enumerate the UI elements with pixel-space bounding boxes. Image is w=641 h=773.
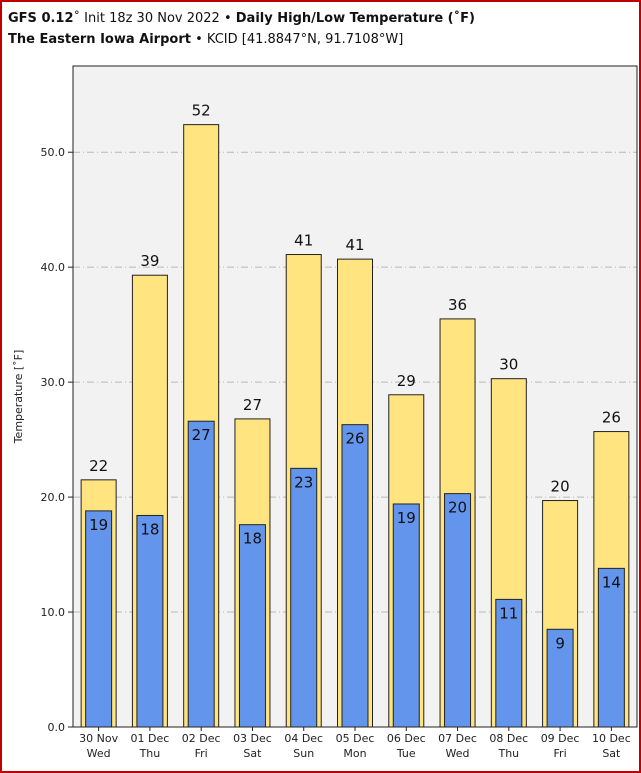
x-tick-label-date: 01 Dec [131, 732, 170, 745]
low-temp-label: 18 [243, 530, 262, 548]
model-name: GFS 0.12 [8, 11, 74, 26]
low-temp-label: 9 [555, 634, 565, 652]
y-tick-label: 20.0 [41, 491, 66, 504]
high-temp-label: 26 [602, 409, 621, 427]
y-tick-label: 10.0 [41, 606, 66, 619]
x-tick-label-date: 30 Nov [79, 732, 118, 745]
low-temp-bar [85, 510, 113, 728]
high-temp-label: 41 [345, 236, 364, 254]
low-temp-label: 19 [397, 509, 416, 527]
x-tick-label-date: 05 Dec [336, 732, 375, 745]
y-axis-title: Temperature [˚F] [12, 350, 25, 445]
high-temp-label: 39 [140, 252, 159, 270]
x-tick-label-date: 08 Dec [489, 732, 528, 745]
title-line-1: GFS 0.12˚ Init 18z 30 Nov 2022 • Daily H… [8, 8, 475, 29]
low-temp-label: 27 [192, 426, 211, 444]
y-tick-label: 30.0 [41, 376, 66, 389]
low-temp-bar [392, 503, 420, 728]
high-temp-label: 22 [89, 457, 108, 475]
x-tick-label-day: Thu [497, 747, 519, 760]
separator-bullet: • [190, 32, 207, 47]
axes: 0.0 10.0 20.0 30.0 40.0 50.0 30 Nov Wed 01 Dec Th… [41, 65, 638, 760]
low-temp-bar [597, 567, 625, 728]
high-temp-label: 41 [294, 232, 313, 250]
x-tick-label-date: 10 Dec [592, 732, 631, 745]
x-tick-label-date: 09 Dec [541, 732, 580, 745]
x-tick-label-date: 03 Dec [233, 732, 272, 745]
low-temp-label: 26 [345, 430, 364, 448]
x-tick-label-day: Mon [343, 747, 366, 760]
x-tick-label-date: 06 Dec [387, 732, 426, 745]
low-temp-bar [444, 493, 472, 728]
low-temp-label: 11 [499, 604, 518, 622]
high-temp-label: 20 [551, 478, 570, 496]
low-temp-bar [187, 420, 215, 728]
location-name: The Eastern Iowa Airport [8, 32, 191, 47]
x-tick-label-day: Fri [554, 747, 567, 760]
y-tick-label: 40.0 [41, 261, 66, 274]
x-tick-label-day: Sun [293, 747, 314, 760]
product-title: Daily High/Low Temperature (˚F) [235, 11, 475, 26]
low-temp-bar [136, 514, 164, 728]
station-info: KCID [41.8847°N, 91.7108°W] [206, 32, 404, 47]
high-temp-label: 52 [192, 102, 211, 120]
x-tick-label-day: Wed [87, 747, 111, 760]
high-temp-label: 27 [243, 396, 262, 414]
y-tick-label: 50.0 [41, 146, 66, 159]
high-temp-label: 36 [448, 296, 467, 314]
x-tick-label-date: 02 Dec [182, 732, 221, 745]
low-temp-label: 20 [448, 499, 467, 517]
low-temp-label: 14 [602, 573, 621, 591]
low-temp-bar [238, 524, 266, 728]
plot-border [72, 65, 638, 728]
low-temp-label: 18 [140, 520, 159, 538]
title-line-2: The Eastern Iowa Airport • KCID [41.8847… [8, 29, 475, 50]
x-tick-label-day: Wed [446, 747, 470, 760]
chart-header: GFS 0.12˚ Init 18z 30 Nov 2022 • Daily H… [8, 8, 475, 50]
low-temp-bar [495, 598, 523, 728]
init-time: ˚ Init 18z 30 Nov 2022 [73, 11, 220, 26]
low-temp-bar [290, 467, 318, 728]
x-tick-label-date: 07 Dec [438, 732, 477, 745]
low-temp-label: 23 [294, 473, 313, 491]
x-tick-label-day: Sat [243, 747, 262, 760]
x-tick-label-day: Tue [396, 747, 416, 760]
x-tick-label-date: 04 Dec [284, 732, 323, 745]
low-temp-bar [341, 424, 369, 728]
y-tick-label: 0.0 [48, 721, 66, 734]
low-temp-label: 19 [89, 516, 108, 534]
x-tick-label-day: Fri [195, 747, 208, 760]
high-temp-label: 29 [397, 372, 416, 390]
x-tick-label-day: Thu [139, 747, 161, 760]
high-temp-label: 30 [499, 356, 518, 374]
x-tick-label-day: Sat [602, 747, 621, 760]
separator-bullet: • [219, 11, 236, 26]
